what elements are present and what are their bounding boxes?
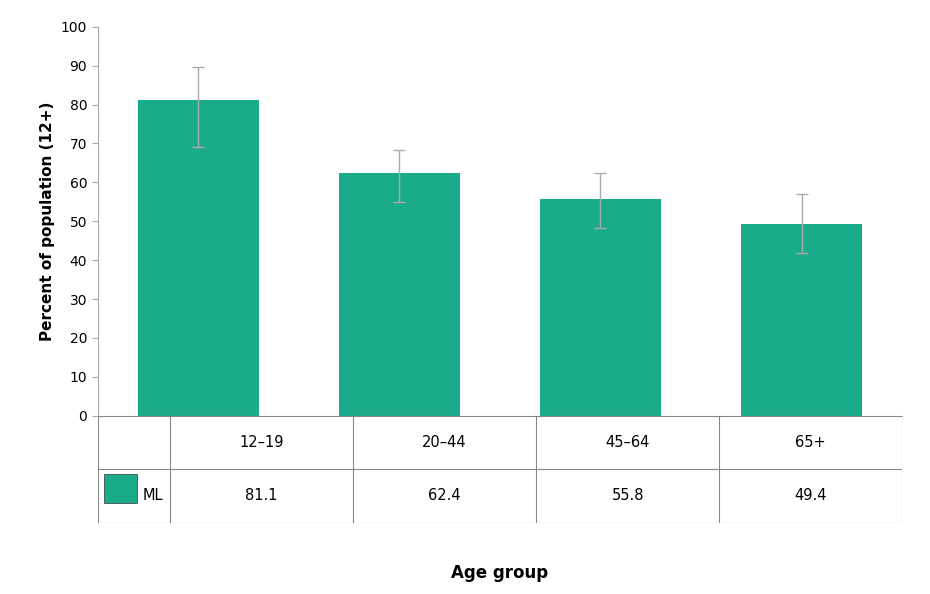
Text: Age group: Age group	[451, 564, 549, 582]
Text: 12–19: 12–19	[239, 435, 284, 450]
Bar	[540, 199, 660, 416]
Text: 65+: 65+	[795, 435, 826, 450]
Text: 81.1: 81.1	[246, 488, 278, 504]
Y-axis label: Percent of population (12+): Percent of population (12+)	[40, 102, 55, 341]
Text: 55.8: 55.8	[611, 488, 644, 504]
Text: 49.4: 49.4	[794, 488, 827, 504]
Bar	[104, 473, 137, 504]
Text: ML: ML	[142, 488, 163, 504]
Bar	[138, 100, 259, 416]
Text: 62.4: 62.4	[428, 488, 461, 504]
Text: 45–64: 45–64	[605, 435, 650, 450]
Bar	[339, 173, 459, 416]
Bar	[741, 223, 862, 416]
Text: 20–44: 20–44	[422, 435, 467, 450]
